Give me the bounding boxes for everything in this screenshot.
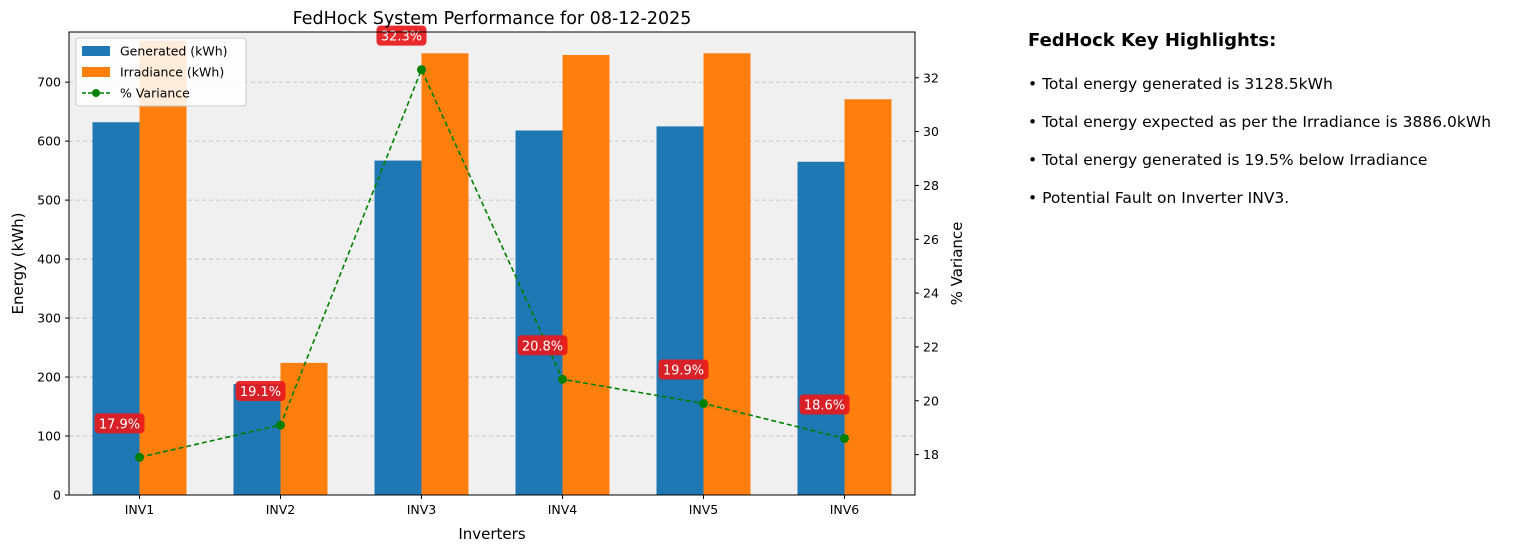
- y2-tick-label: 28: [923, 178, 939, 193]
- bar-irradiance-inv1: [139, 40, 187, 495]
- variance-label-badge: 20.8%: [517, 335, 568, 356]
- highlight-item-potential-fault: • Potential Fault on Inverter INV3.: [1028, 189, 1290, 207]
- legend-swatch-marker: [92, 89, 100, 97]
- variance-label-bg: [658, 359, 709, 380]
- variance-data-label: 20.8%: [522, 339, 563, 354]
- highlight-item-below-irradiance: • Total energy generated is 19.5% below …: [1028, 151, 1428, 169]
- bar-generated-inv3: [374, 160, 422, 495]
- plot-frame: [68, 31, 916, 496]
- x-tick-label: INV4: [548, 502, 578, 517]
- variance-point-inv6: [840, 433, 849, 443]
- y-tick-label: 700: [37, 75, 61, 90]
- bar-generated-inv1: [92, 122, 140, 496]
- legend-swatch: [82, 67, 110, 77]
- variance-label-badge: 17.9%: [94, 413, 145, 434]
- y-axis-label: Energy (kWh): [9, 212, 27, 314]
- legend-label: Generated (kWh): [120, 44, 228, 59]
- bar-irradiance-inv2: [280, 362, 328, 495]
- variance-point-inv3: [417, 65, 426, 75]
- highlight-item-total-expected: • Total energy expected as per the Irrad…: [1028, 113, 1492, 131]
- variance-point-inv1: [135, 452, 144, 462]
- y2-tick-label: 20: [923, 393, 939, 408]
- legend-label: % Variance: [120, 86, 190, 101]
- variance-label-bg: [94, 413, 145, 434]
- y-tick-label: 100: [37, 429, 61, 444]
- y-tick-label: 300: [37, 311, 61, 326]
- y-tick-label: 0: [53, 488, 61, 503]
- bar-generated-inv5: [656, 126, 704, 496]
- plot-background: [69, 32, 915, 495]
- variance-label-bg: [235, 381, 286, 402]
- variance-label-badge: 19.9%: [658, 359, 709, 380]
- variance-label-bg: [799, 394, 850, 415]
- variance-label-badge: 18.6%: [799, 394, 850, 415]
- y2-tick-label: 30: [923, 124, 939, 139]
- y-tick-label: 600: [37, 134, 61, 149]
- x-tick-label: INV1: [125, 502, 155, 517]
- x-tick-label: INV5: [689, 502, 719, 517]
- x-tick-label: INV6: [830, 502, 860, 517]
- legend-label: Irradiance (kWh): [120, 65, 224, 80]
- variance-data-label: 19.9%: [663, 363, 704, 378]
- y2-tick-label: 22: [923, 339, 939, 354]
- bar-generated-inv2: [233, 384, 281, 495]
- performance-chart: 17.9% 19.1% 32.3% 20.8% 19.9% 18.6% 0 100 200 300…: [9, 9, 966, 543]
- y-tick-label: 500: [37, 193, 61, 208]
- legend-swatch: [82, 46, 110, 56]
- variance-label-badge: 19.1%: [235, 381, 286, 402]
- y2-tick-label: 24: [923, 286, 939, 301]
- bar-irradiance-inv4: [562, 55, 610, 495]
- variance-label-bg: [517, 335, 568, 356]
- y-tick-label: 200: [37, 370, 61, 385]
- variance-data-label: 32.3%: [381, 30, 422, 45]
- y2-tick-label: 32: [923, 70, 939, 85]
- legend-box: [75, 37, 247, 107]
- variance-label-bg: [376, 25, 427, 46]
- bar-irradiance-inv3: [421, 53, 469, 495]
- highlight-item-total-generated: • Total energy generated is 3128.5kWh: [1028, 75, 1333, 93]
- x-tick-label: INV3: [407, 502, 437, 517]
- variance-label-badge: 32.3%: [376, 25, 427, 46]
- y2-tick-label: 18: [923, 447, 939, 462]
- y2-axis-label: % Variance: [948, 222, 966, 306]
- chart-title: FedHock System Performance for 08-12-202…: [293, 9, 692, 29]
- variance-data-label: 18.6%: [804, 398, 845, 413]
- highlights-title: FedHock Key Highlights:: [1028, 30, 1277, 51]
- bar-generated-inv4: [515, 130, 563, 495]
- y2-tick-label: 26: [923, 232, 939, 247]
- variance-point-inv4: [558, 374, 567, 384]
- bar-generated-inv6: [797, 161, 845, 495]
- variance-point-inv2: [276, 420, 285, 430]
- variance-data-label: 19.1%: [240, 385, 281, 400]
- y-tick-label: 400: [37, 252, 61, 267]
- legend: Generated (kWh) Irradiance (kWh) % Varianc…: [75, 37, 247, 107]
- x-tick-label: INV2: [266, 502, 296, 517]
- variance-line: [139, 67, 845, 459]
- bar-irradiance-inv6: [844, 99, 892, 495]
- highlights-panel: FedHock Key Highlights: • Total energy g…: [1028, 30, 1528, 227]
- variance-point-inv5: [699, 398, 708, 408]
- bar-irradiance-inv5: [703, 53, 751, 495]
- variance-data-label: 17.9%: [99, 417, 140, 432]
- x-axis-label: Inverters: [458, 525, 525, 543]
